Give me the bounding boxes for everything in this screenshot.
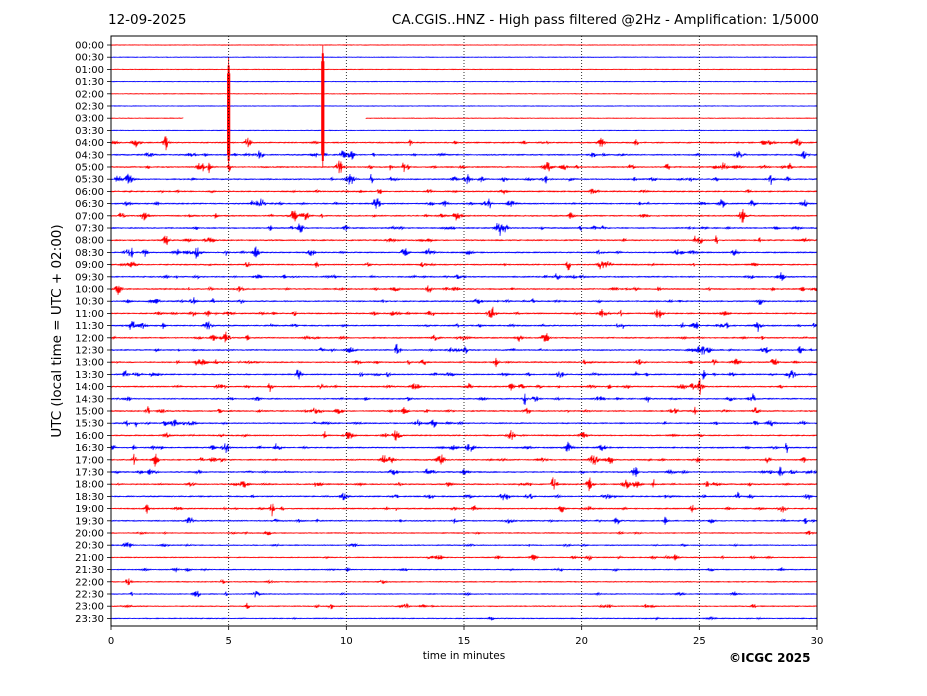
y-tick-label: 12:00 [75,333,104,344]
y-tick-label: 01:00 [75,65,104,76]
y-tick-label: 22:30 [75,590,104,601]
y-tick-label: 07:30 [75,224,104,235]
y-tick-label: 08:00 [75,236,104,247]
y-tick-label: 00:30 [75,53,104,64]
y-tick-label: 12:30 [75,346,104,357]
trace-1930 [110,516,818,525]
y-tick-label: 23:00 [75,602,104,613]
trace-2030 [110,542,818,548]
y-tick-label: 10:00 [75,285,104,296]
x-tick-label: 20 [575,636,588,647]
trace-0430 [110,150,818,160]
y-tick-label: 16:30 [75,443,104,454]
x-tick-label: 0 [108,636,114,647]
y-tick-label: 02:00 [75,89,104,100]
trace-0600 [110,188,818,195]
trace-group [110,44,818,622]
x-tick-group: 0 5 10 15 20 25 30 [108,626,824,647]
x-tick-label: 10 [340,636,353,647]
y-tick-label: 08:30 [75,248,104,259]
y-tick-label: 07:00 [75,211,104,222]
y-tick-label: 02:30 [75,102,104,113]
y-tick-label: 03:00 [75,114,104,125]
trace-1230 [110,343,818,355]
y-tick-label: 05:00 [75,163,104,174]
trace-2130 [110,567,818,573]
trace-1500 [110,406,818,415]
x-axis-label: time in minutes [422,650,506,662]
trace-0630 [110,198,818,209]
y-tick-label: 15:30 [75,419,104,430]
y-tick-label: 01:30 [75,77,104,88]
chart-title: CA.CGIS..HNZ - High pass filtered @2Hz -… [391,12,819,28]
trace-1100 [110,306,818,319]
trace-1000 [110,285,818,295]
y-tick-label: 17:00 [75,455,104,466]
trace-2000 [110,530,818,536]
trace-0900 [110,260,818,271]
trace-0730 [110,223,818,236]
x-tick-label: 25 [693,636,706,647]
y-tick-label: 04:00 [75,138,104,149]
y-tick-label: 06:00 [75,187,104,198]
y-tick-label: 13:00 [75,358,104,369]
y-tick-label: 05:30 [75,175,104,186]
trace-1330 [110,369,818,380]
y-tick-label: 04:30 [75,150,104,161]
trace-2200 [110,578,818,586]
trace-1200 [110,331,818,343]
x-tick-label: 5 [225,636,231,647]
x-tick-label: 30 [811,636,824,647]
y-tick-label: 17:30 [75,468,104,479]
y-tick-label: 11:00 [75,309,104,320]
trace-1130 [110,320,818,332]
y-tick-label: 03:30 [75,126,104,137]
copyright-label: ©ICGC 2025 [729,651,811,665]
trace-1900 [110,503,818,517]
x-tick-label: 15 [458,636,471,647]
y-tick-label: 19:30 [75,516,104,527]
y-tick-label: 22:00 [75,577,104,588]
y-tick-label: 20:30 [75,541,104,552]
spike-trace [227,57,231,167]
y-tick-label: 10:30 [75,297,104,308]
spike-trace [321,45,325,167]
y-tick-label: 14:30 [75,394,104,405]
y-tick-label: 15:00 [75,407,104,418]
trace-0530 [110,173,818,185]
trace-1030 [110,297,818,305]
y-tick-label: 20:00 [75,529,104,540]
y-tick-label: 23:30 [75,614,104,625]
trace-1300 [110,357,818,368]
y-tick-label: 21:00 [75,553,104,564]
y-tick-label: 18:00 [75,480,104,491]
y-tick-label: 09:00 [75,260,104,271]
trace-1400 [110,378,818,396]
y-tick-label: 06:30 [75,199,104,210]
y-tick-label: 16:00 [75,431,104,442]
y-tick-label: 13:30 [75,370,104,381]
date-label: 12-09-2025 [108,12,187,28]
y-tick-label: 09:30 [75,272,104,283]
trace-0300 [110,117,818,120]
trace-1700 [110,453,818,467]
trace-2100 [110,554,818,561]
trace-1800 [110,477,818,492]
grid-group [228,36,700,626]
y-tick-label: 11:30 [75,321,104,332]
trace-0330 [110,129,818,132]
trace-1430 [110,393,818,406]
y-tick-label: 19:00 [75,504,104,515]
y-tick-label: 14:00 [75,382,104,393]
y-tick-label: 21:30 [75,565,104,576]
y-tick-label: 00:00 [75,41,104,52]
trace-1830 [110,491,818,501]
y-tick-label: 18:30 [75,492,104,503]
trace-0700 [110,208,818,223]
